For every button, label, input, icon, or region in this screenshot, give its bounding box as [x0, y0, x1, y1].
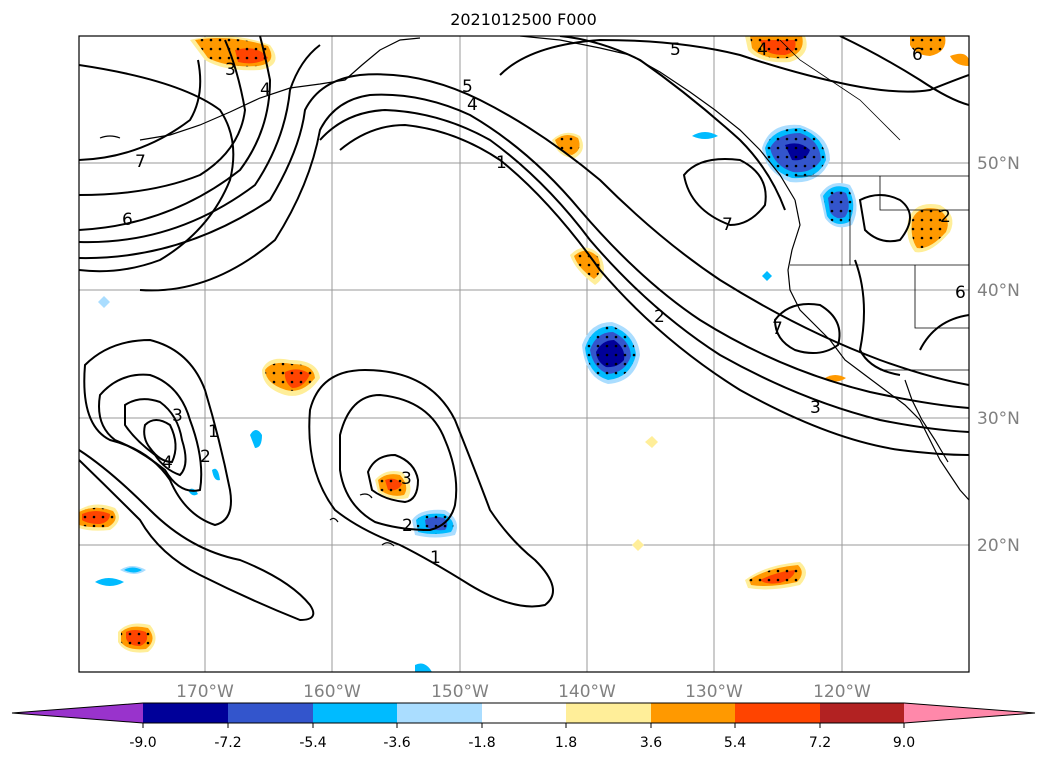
contour-label: 3 — [225, 60, 236, 80]
contour-label: 4 — [467, 95, 478, 115]
colorbar-tick-label: -9.0 — [129, 735, 156, 751]
contour-label: 1 — [208, 422, 219, 442]
lon-label: 160°W — [303, 682, 361, 702]
map-panel: 7 6 5 4 3 2 1 4 3 2 1 3 2 1 7 7 4 6 5 4 … — [79, 36, 969, 672]
colorbar-tick-label: 1.8 — [555, 735, 577, 751]
colorbar-segment — [735, 703, 820, 723]
contour-label: 6 — [955, 283, 966, 303]
colorbar-segment — [143, 703, 228, 723]
lon-label: 120°W — [813, 682, 871, 702]
contour-label: 2 — [940, 207, 951, 227]
colorbar-tick-label: 7.2 — [809, 735, 831, 751]
colorbar-segment — [397, 703, 482, 723]
latitude-labels: 50°N 40°N 30°N 20°N — [977, 154, 1020, 556]
colorbar-segment — [566, 703, 651, 723]
lon-label: 140°W — [558, 682, 616, 702]
colorbar-tick-label: -7.2 — [214, 735, 241, 751]
lat-label: 50°N — [977, 154, 1020, 174]
colorbar-extend-high — [904, 703, 1035, 723]
contour-label: 2 — [200, 447, 211, 467]
colorbar-segment — [482, 703, 566, 723]
contour-lines — [79, 36, 969, 622]
colorbar-segment — [228, 703, 313, 723]
contour-label: 4 — [260, 80, 271, 100]
lon-label: 150°W — [431, 682, 489, 702]
lat-label: 20°N — [977, 536, 1020, 556]
contour-label: 7 — [772, 319, 783, 339]
contour-label: 2 — [654, 307, 665, 327]
lon-label: 130°W — [685, 682, 743, 702]
contour-label: 6 — [122, 210, 133, 230]
colorbar: -9.0 -7.2 -5.4 -3.6 -1.8 1.8 3.6 5.4 7.2… — [11, 702, 1036, 751]
political-borders — [779, 39, 969, 371]
contour-label: 2 — [402, 516, 413, 536]
colorbar-tick-label: 5.4 — [724, 735, 746, 751]
map-frame — [78, 35, 970, 673]
contour-label-group: 7 6 5 4 3 2 1 4 3 2 1 3 2 1 7 7 4 6 5 4 … — [122, 40, 966, 568]
map-title: 2021012500 F000 — [450, 10, 597, 29]
colorbar-extend-low — [12, 703, 143, 723]
coastlines — [99, 36, 969, 547]
colorbar-segment — [651, 703, 735, 723]
contour-label: 1 — [430, 548, 441, 568]
colorbar-tick-label: 3.6 — [640, 735, 662, 751]
colorbar-tick-label: -1.8 — [468, 735, 495, 751]
lat-label: 40°N — [977, 281, 1020, 301]
colorbar-tick-label: 9.0 — [893, 735, 915, 751]
contour-label: 7 — [722, 215, 733, 235]
shaded-anomalies — [79, 36, 969, 672]
contour-label: 6 — [912, 45, 923, 65]
contour-label: 3 — [810, 398, 821, 418]
contour-label: 5 — [670, 40, 681, 60]
contour-label: 3 — [401, 469, 412, 489]
contour-label: 4 — [162, 453, 173, 473]
colorbar-tick-label: -3.6 — [383, 735, 410, 751]
colorbar-ticks — [142, 723, 905, 728]
contour-label: 5 — [462, 77, 473, 97]
lat-label: 30°N — [977, 409, 1020, 429]
contour-label: 1 — [496, 153, 507, 173]
colorbar-segment — [313, 703, 397, 723]
longitude-labels: 170°W 160°W 150°W 140°W 130°W 120°W — [176, 682, 871, 702]
contour-label: 7 — [135, 152, 146, 172]
colorbar-tick-label: -5.4 — [299, 735, 326, 751]
contour-label: 4 — [757, 40, 768, 60]
lon-label: 170°W — [176, 682, 234, 702]
colorbar-segment — [820, 703, 904, 723]
contour-label: 3 — [172, 406, 183, 426]
graticule — [79, 36, 969, 672]
